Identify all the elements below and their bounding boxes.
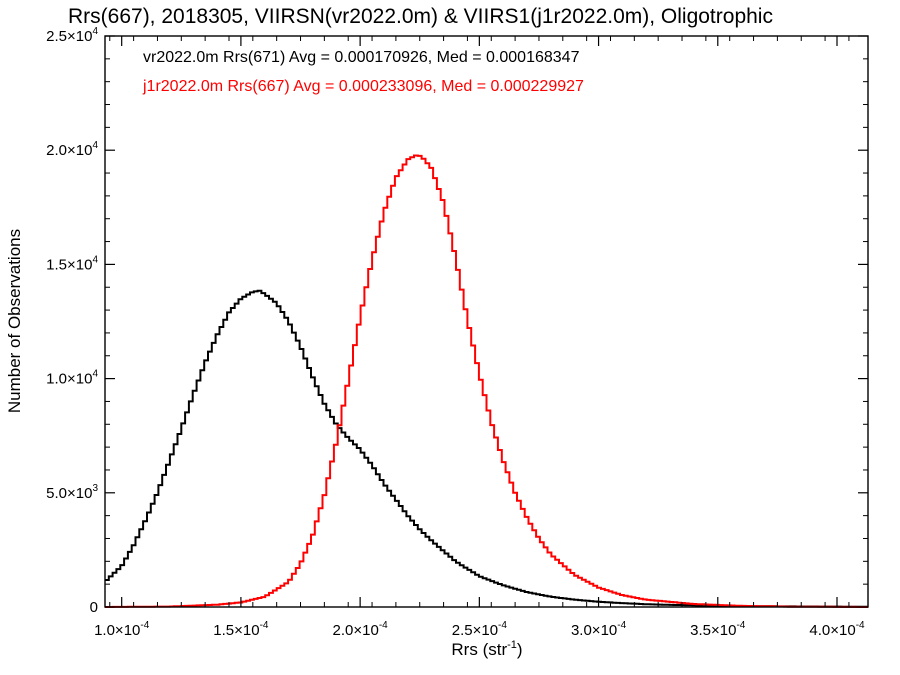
y-tick-label-2: 1.0×104	[46, 369, 98, 388]
x-axis-label: Rrs (str-1)	[451, 639, 522, 659]
legend-entry-red: j1r2022.0m Rrs(667) Avg = 0.000233096, M…	[142, 78, 584, 95]
x-tick-label-2: 2.0×10-4	[333, 620, 389, 639]
plot-frame	[104, 35, 869, 608]
y-tick-label-1: 5.0×103	[46, 483, 98, 502]
y-tick-label-0: 0	[90, 599, 98, 616]
chart-title: Rrs(667), 2018305, VIIRSN(vr2022.0m) & V…	[68, 5, 773, 28]
x-tick-label-4: 3.0×10-4	[571, 620, 627, 639]
x-tick-label-5: 3.5×10-4	[690, 620, 746, 639]
y-tick-label-4: 2.0×104	[46, 140, 98, 159]
y-tick-label-3: 1.5×104	[46, 254, 98, 273]
x-tick-label-1: 1.5×10-4	[213, 620, 269, 639]
x-tick-labels: 1.0×10-4 1.5×10-4 2.0×10-4 2.5×10-4 3.0×10-4…	[94, 620, 865, 639]
x-tick-label-3: 2.5×10-4	[452, 620, 508, 639]
series-lines	[105, 154, 868, 608]
y-tick-label-5: 2.5×104	[46, 26, 98, 45]
series-line-1	[105, 154, 868, 608]
y-axis-label: Number of Observations	[5, 229, 24, 413]
series-line-0	[105, 289, 868, 608]
legend-entry-black: vr2022.0m Rrs(671) Avg = 0.000170926, Me…	[143, 49, 580, 66]
x-tick-label-0: 1.0×10-4	[94, 620, 150, 639]
axis-ticks	[105, 35, 868, 608]
y-tick-labels: 0 5.0×103 1.0×104 1.5×104 2.0×104 2.5×104	[46, 26, 98, 616]
x-tick-label-6: 4.0×10-4	[809, 620, 865, 639]
